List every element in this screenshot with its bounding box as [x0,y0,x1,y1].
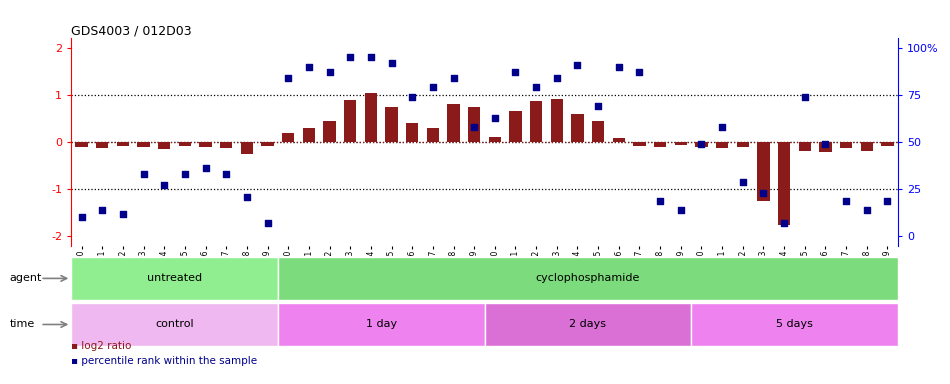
Bar [406,123,418,142]
Point [797,94,812,100]
Bar [240,142,253,154]
Bar [365,93,377,142]
Point [570,62,585,68]
Text: 1 day: 1 day [366,319,397,329]
Point [260,220,276,226]
Bar [861,142,873,151]
Text: agent: agent [10,273,42,283]
Point [198,166,213,172]
Point [591,103,606,109]
Point [632,69,647,75]
Point [611,64,626,70]
Bar [654,142,666,147]
Bar [819,142,831,152]
Point [859,207,874,213]
Bar [200,142,212,147]
Bar [674,142,687,145]
Point [714,124,730,130]
Point [95,207,110,213]
Bar [634,142,646,146]
Point [322,69,337,75]
Point [218,171,234,177]
Bar [551,99,563,142]
Text: control: control [155,319,194,329]
Bar [468,107,481,142]
Bar [840,142,852,148]
Text: untreated: untreated [147,273,202,283]
Bar [282,132,294,142]
Point [487,114,503,121]
Point [735,179,751,185]
Bar [277,257,898,300]
Point [446,75,461,81]
Point [363,54,378,60]
Text: ▪ log2 ratio: ▪ log2 ratio [71,341,132,351]
Bar [447,104,460,142]
Point [653,197,668,204]
Bar [882,142,894,146]
Point [528,84,543,91]
Point [818,141,833,147]
Bar [427,128,439,142]
Bar [695,142,708,147]
Point [508,69,523,75]
Point [239,194,255,200]
Bar [778,142,790,225]
Point [157,182,172,189]
Bar [386,107,398,142]
Bar [261,142,274,146]
Text: GDS4003 / 012D03: GDS4003 / 012D03 [71,24,192,37]
Bar [96,142,108,148]
Bar [757,142,770,201]
Point [549,75,564,81]
Point [115,211,130,217]
Point [426,84,441,91]
Point [405,94,420,100]
Point [384,60,399,66]
Point [756,190,771,196]
Point [136,171,151,177]
Point [74,214,89,220]
Bar [138,142,150,147]
Bar [220,142,233,148]
Bar [158,142,170,149]
Bar [277,303,484,346]
Bar [75,142,87,147]
Text: cyclophosphamide: cyclophosphamide [536,273,640,283]
Point [178,171,193,177]
Point [466,124,482,130]
Text: 2 days: 2 days [569,319,606,329]
Point [280,75,295,81]
Bar [303,128,315,142]
Bar [592,121,604,142]
Bar [323,121,335,142]
Point [343,54,358,60]
Bar [613,138,625,142]
Bar [488,137,501,142]
Point [301,64,316,70]
Point [839,197,854,204]
Text: ▪ percentile rank within the sample: ▪ percentile rank within the sample [71,356,257,366]
Bar [484,303,692,346]
Bar [716,142,729,148]
Bar [71,257,277,300]
Bar [179,142,191,146]
Bar [530,101,542,142]
Bar [799,142,811,151]
Bar [692,303,898,346]
Bar [509,111,522,142]
Text: 5 days: 5 days [776,319,813,329]
Bar [736,142,749,147]
Point [694,141,709,147]
Point [674,207,689,213]
Bar [344,100,356,142]
Point [880,197,895,204]
Bar [71,303,277,346]
Bar [117,142,129,146]
Bar [571,114,583,142]
Point [776,220,791,226]
Text: time: time [10,319,35,329]
